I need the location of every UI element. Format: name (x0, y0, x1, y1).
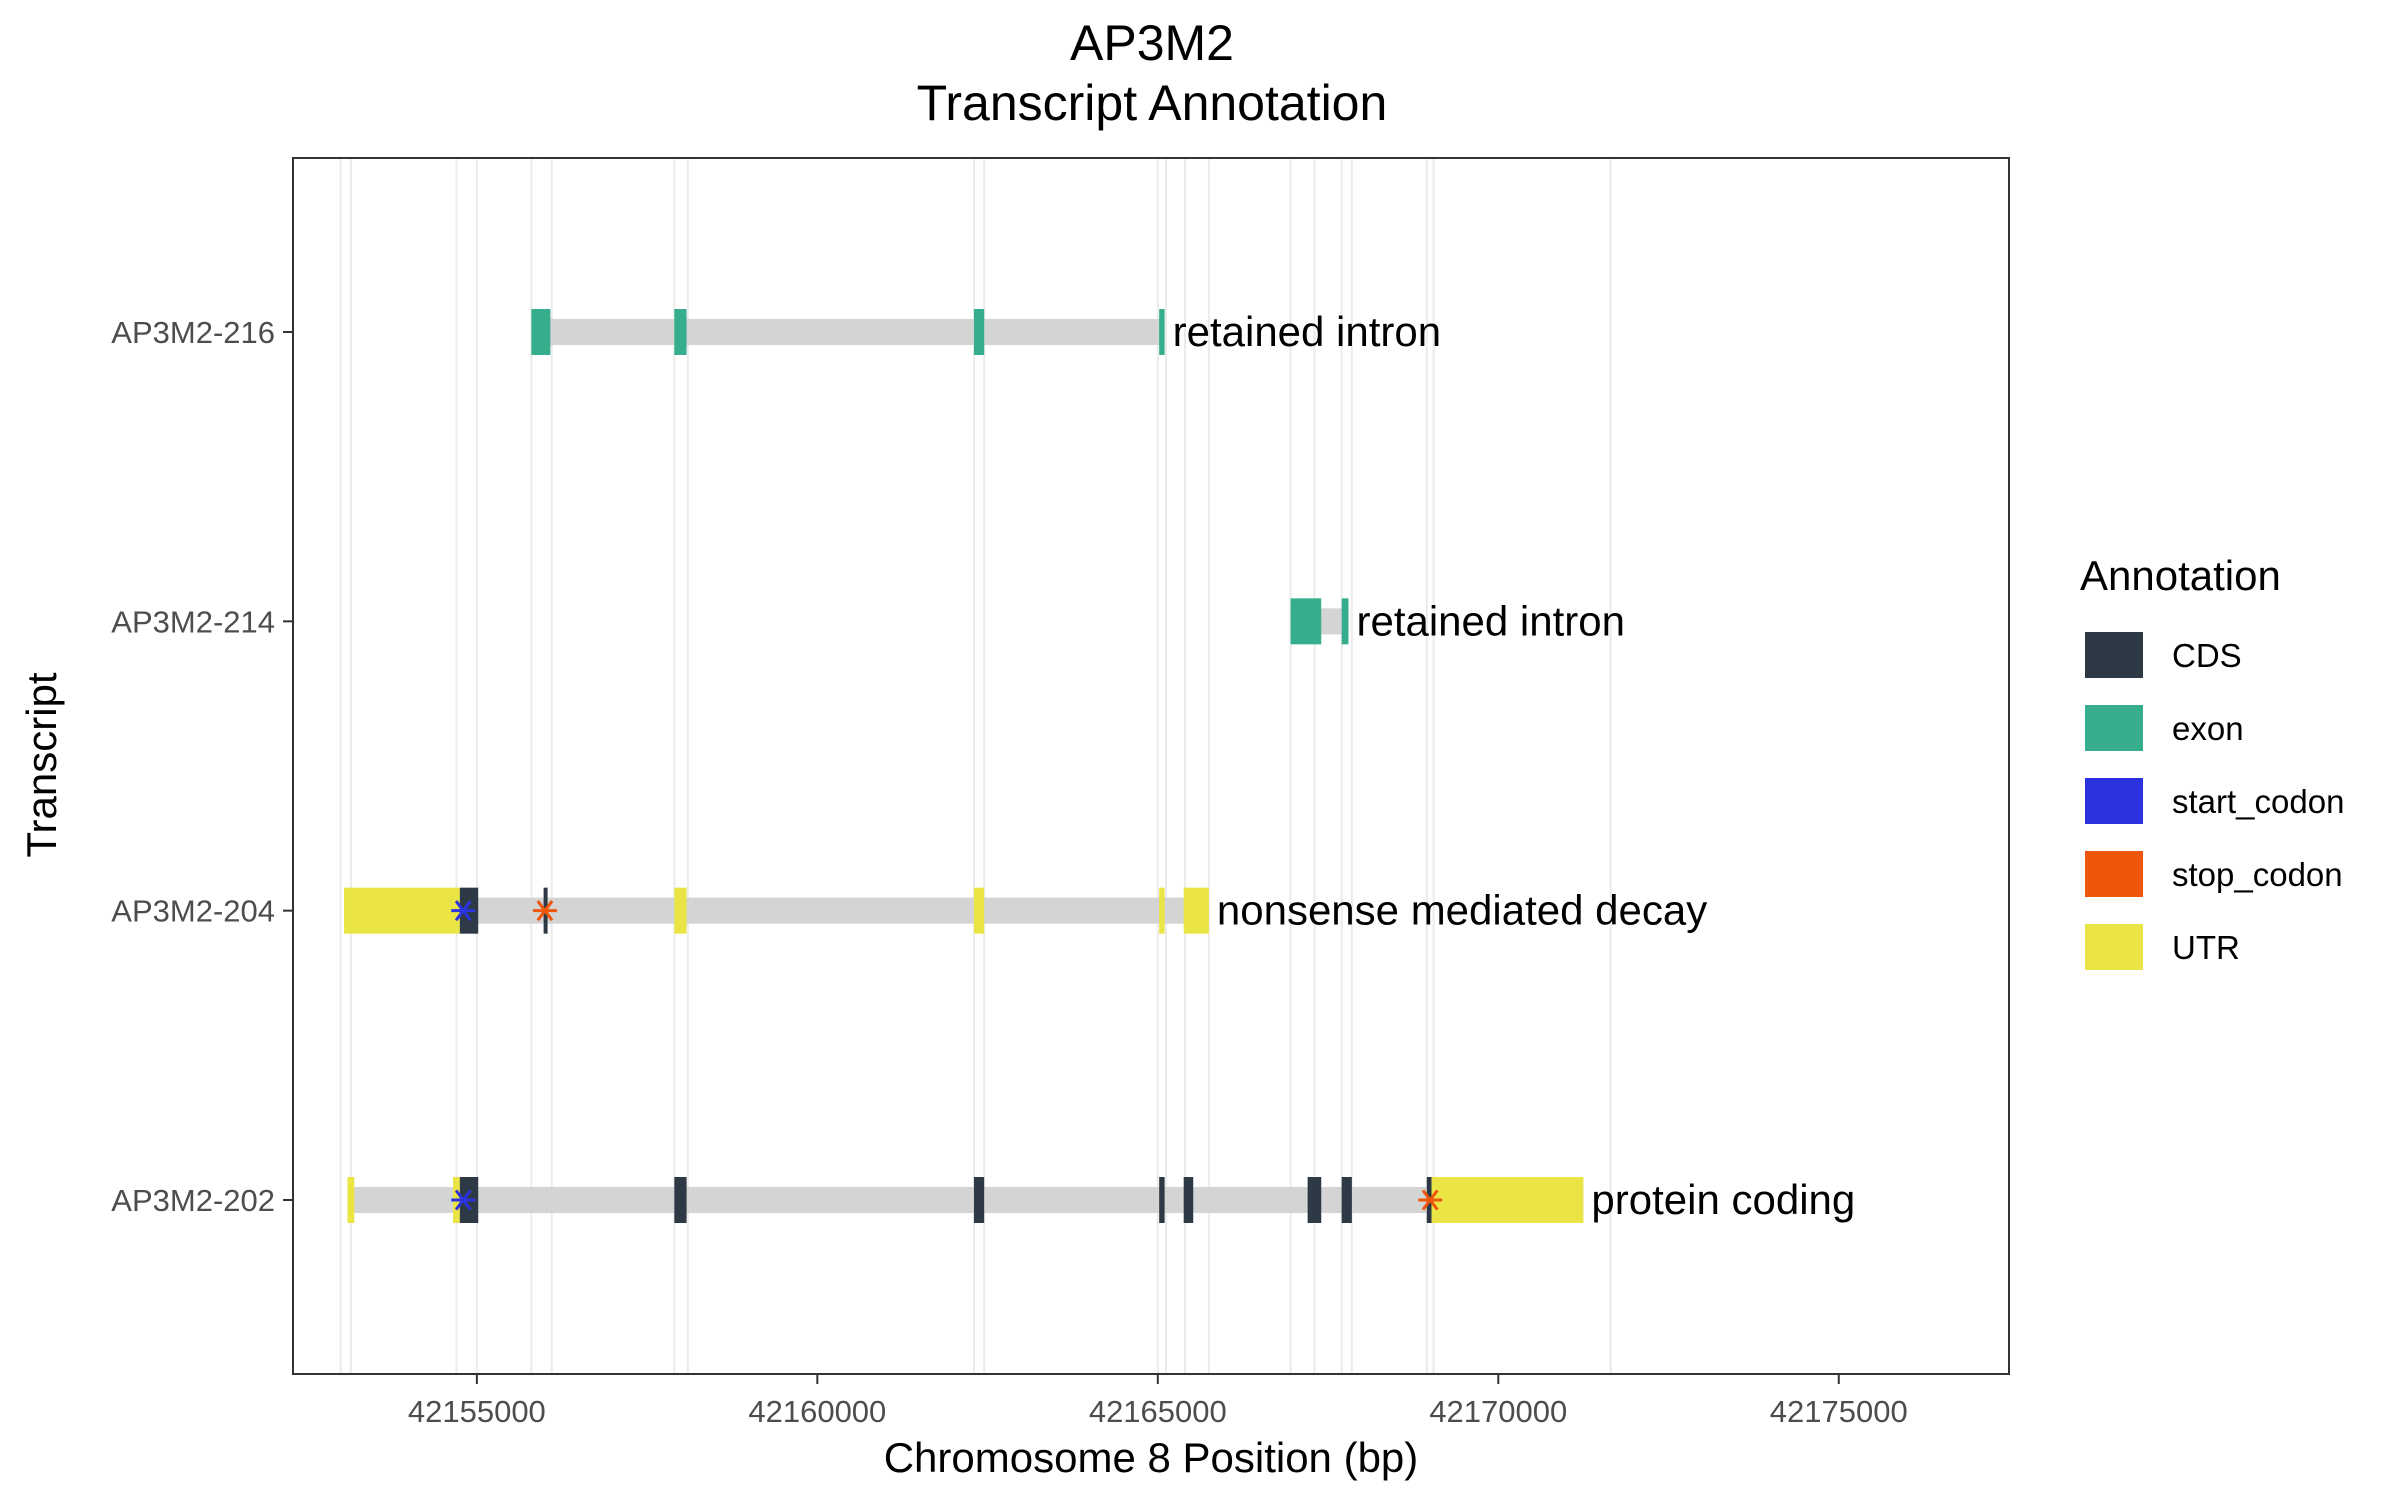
feature-exon-AP3M2-216-2 (973, 309, 985, 355)
legend-label-start_codon: start_codon (2172, 783, 2344, 820)
y-tick-label-AP3M2-202: AP3M2-202 (111, 1183, 275, 1218)
legend-label-stop_codon: stop_codon (2172, 856, 2343, 893)
feature-UTR-AP3M2-204-4 (973, 887, 985, 934)
intron-bar-AP3M2-216 (531, 319, 1165, 345)
plot-panel-background (293, 158, 2009, 1374)
legend-key-stop_codon (2085, 851, 2143, 897)
codon-markers (451, 900, 1443, 1211)
legend-label-exon: exon (2172, 710, 2244, 747)
start_codon-marker-AP3M2-202-0 (451, 1189, 476, 1211)
y-tick-label-AP3M2-216: AP3M2-216 (111, 315, 275, 350)
gridlines (339, 158, 1612, 1374)
feature-UTR-AP3M2-204-5 (1159, 887, 1165, 934)
x-tick-label-3: 42170000 (1429, 1394, 1567, 1429)
y-axis-title: Transcript (18, 672, 65, 857)
feature-CDS-AP3M2-202-3 (674, 1177, 687, 1223)
feature-exon-AP3M2-214-1 (1341, 598, 1349, 645)
chart-title: AP3M2 (1070, 15, 1234, 71)
stop_codon-marker-AP3M2-202-1 (1418, 1189, 1443, 1211)
feature-blocks (344, 309, 1584, 1223)
biotype-labels: retained intron retained intron nonsense m… (1173, 308, 1856, 1223)
chart-subtitle: Transcript Annotation (917, 75, 1388, 131)
legend-title: Annotation (2080, 552, 2281, 599)
feature-CDS-AP3M2-202-7 (1307, 1177, 1322, 1223)
intron-bar-AP3M2-204 (344, 897, 1209, 924)
biotype-label-AP3M2-204: nonsense mediated decay (1217, 887, 1707, 934)
biotype-label-AP3M2-202: protein coding (1591, 1176, 1855, 1223)
feature-UTR-AP3M2-204-3 (674, 887, 687, 934)
feature-CDS-AP3M2-202-8 (1341, 1177, 1352, 1223)
feature-UTR-AP3M2-204-6 (1183, 887, 1209, 934)
x-axis: 42155000 42160000 42165000 42170000 42175000 (408, 1374, 1908, 1429)
feature-CDS-AP3M2-202-5 (1159, 1177, 1165, 1223)
feature-exon-AP3M2-216-0 (531, 309, 551, 355)
legend-key-CDS (2085, 632, 2143, 678)
stop_codon-marker-AP3M2-204-1 (532, 900, 557, 922)
feature-UTR-AP3M2-202-10 (1431, 1177, 1584, 1223)
x-tick-label-1: 42160000 (748, 1394, 886, 1429)
legend-label-CDS: CDS (2172, 637, 2242, 674)
feature-exon-AP3M2-214-0 (1290, 598, 1322, 645)
x-tick-label-4: 42175000 (1770, 1394, 1908, 1429)
plot-panel-border (292, 157, 2010, 1375)
feature-CDS-AP3M2-202-6 (1183, 1177, 1194, 1223)
x-tick-label-0: 42155000 (408, 1394, 546, 1429)
legend-label-UTR: UTR (2172, 929, 2240, 966)
feature-exon-AP3M2-216-1 (674, 309, 687, 355)
legend-key-UTR (2085, 924, 2143, 970)
x-tick-label-2: 42165000 (1089, 1394, 1227, 1429)
biotype-label-AP3M2-214: retained intron (1356, 597, 1625, 644)
start_codon-marker-AP3M2-204-0 (451, 900, 476, 922)
y-axis: AP3M2-216 AP3M2-214 AP3M2-204 AP3M2-202 (111, 315, 293, 1218)
feature-CDS-AP3M2-202-4 (973, 1177, 985, 1223)
y-tick-label-AP3M2-214: AP3M2-214 (111, 604, 275, 639)
intron-bars (344, 319, 1584, 1213)
y-tick-label-AP3M2-204: AP3M2-204 (111, 894, 275, 929)
legend-key-start_codon (2085, 778, 2143, 824)
biotype-label-AP3M2-216: retained intron (1173, 308, 1442, 355)
legend: CDS exon start_codon stop_codon UTR (2085, 632, 2344, 970)
feature-UTR-AP3M2-202-0 (347, 1177, 355, 1223)
feature-exon-AP3M2-216-3 (1159, 309, 1165, 355)
legend-key-exon (2085, 705, 2143, 751)
intron-bar-AP3M2-202 (347, 1187, 1584, 1213)
feature-UTR-AP3M2-204-0 (344, 887, 460, 934)
x-axis-title: Chromosome 8 Position (bp) (884, 1434, 1419, 1481)
